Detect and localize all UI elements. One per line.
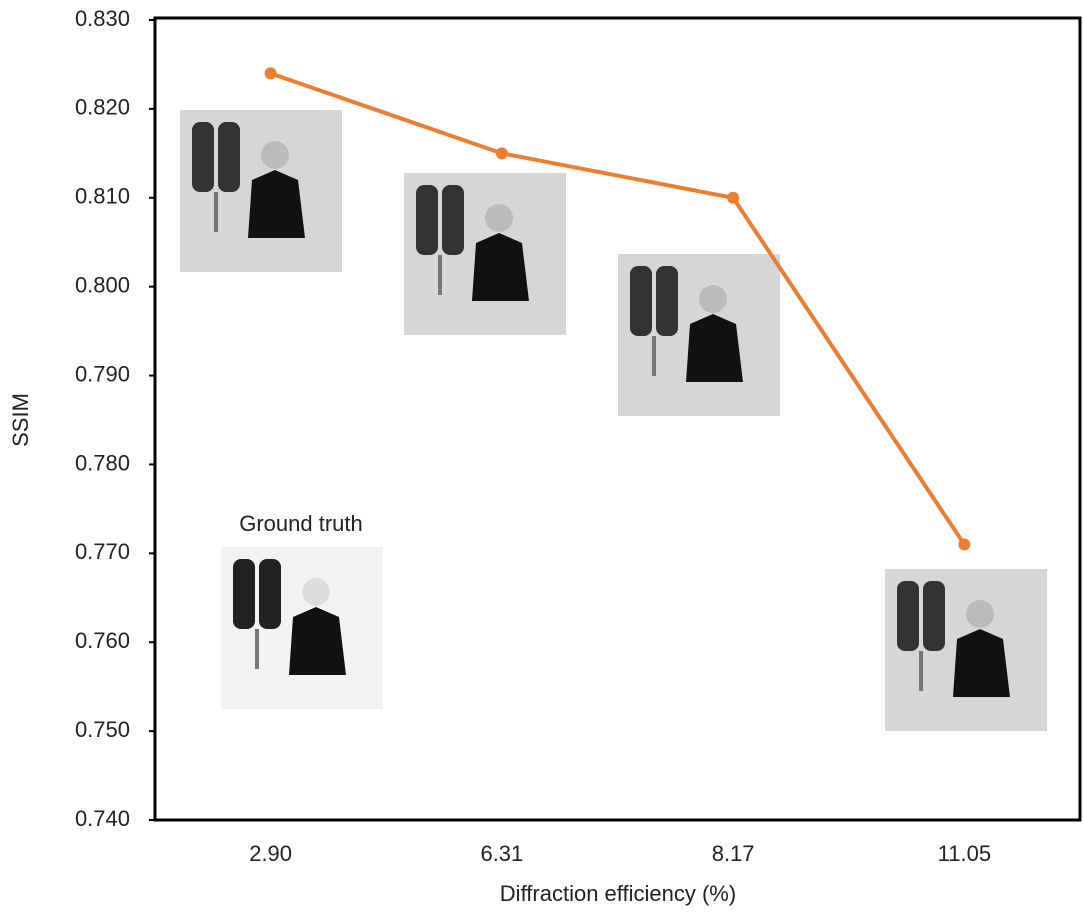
line (271, 73, 965, 544)
y-tick-label: 0.780 (75, 450, 130, 475)
thumbnail (404, 173, 566, 335)
annotation: Ground truth (239, 511, 363, 536)
marker (265, 67, 277, 79)
x-tick-label: 8.17 (712, 841, 755, 866)
x-axis-title: Diffraction efficiency (%) (500, 881, 736, 906)
marker (727, 192, 739, 204)
y-tick-label: 0.800 (75, 272, 130, 297)
y-tick-label: 0.770 (75, 539, 130, 564)
y-axis-title: SSIM (8, 393, 33, 447)
thumbnail (885, 569, 1047, 731)
y-tick-label: 0.760 (75, 628, 130, 653)
thumbnail (618, 254, 780, 416)
x-tick-label: 2.90 (249, 841, 292, 866)
y-tick-label: 0.810 (75, 184, 130, 209)
y-tick-label: 0.750 (75, 717, 130, 742)
chart: Ground truth Diffraction efficiency (%) … (0, 0, 1083, 915)
x-tick-label: 11.05 (938, 841, 991, 866)
y-tick-label: 0.830 (75, 6, 130, 31)
x-tick-label: 6.31 (480, 841, 523, 866)
ground-truth-thumbnail (221, 547, 383, 709)
marker (958, 538, 970, 550)
y-tick-label: 0.820 (75, 95, 130, 120)
y-tick-label: 0.740 (75, 806, 130, 831)
thumbnail (180, 110, 342, 272)
y-tick-label: 0.790 (75, 361, 130, 386)
marker (496, 147, 508, 159)
